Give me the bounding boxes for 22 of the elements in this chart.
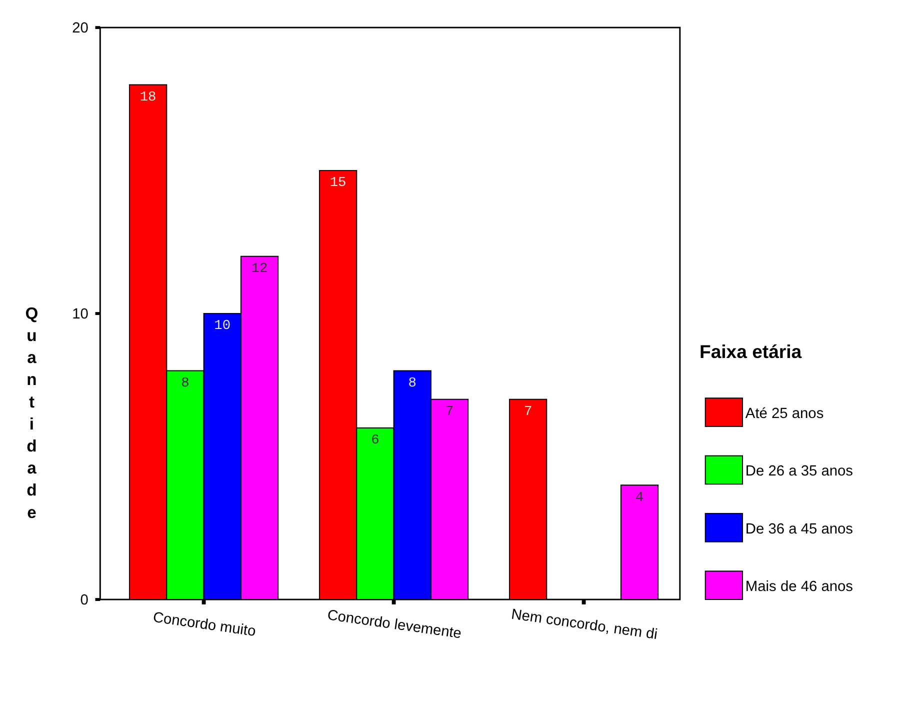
text: Quantidade	[25, 304, 38, 522]
y-tick-label: 10	[72, 306, 88, 323]
data-label: 12	[251, 262, 268, 277]
legend-label: Mais de 46 anos	[745, 578, 853, 595]
data-label: 4	[635, 490, 644, 506]
data-label: 8	[181, 376, 190, 392]
data-label: 6	[371, 434, 380, 449]
legend-label: De 36 a 45 anos	[745, 521, 853, 538]
legend-label: Até 25 anos	[745, 406, 824, 422]
data-label: 7	[524, 404, 532, 420]
x-tick-label: Concordo levemente	[326, 608, 462, 642]
y-tick-label: 20	[72, 20, 88, 37]
legend-title: Faixa etária	[699, 341, 802, 362]
data-label: 18	[140, 90, 156, 106]
x-tick-label: Concordo muito	[152, 610, 257, 640]
data-label: 15	[330, 176, 346, 192]
data-label: 10	[214, 319, 231, 334]
data-label: 7	[445, 404, 454, 420]
x-tick-label: Nem concordo, nem di	[510, 606, 658, 644]
data-label: 8	[408, 376, 416, 392]
y-tick-label: 0	[80, 592, 88, 609]
legend-label: De 26 a 35 anos	[745, 464, 853, 480]
